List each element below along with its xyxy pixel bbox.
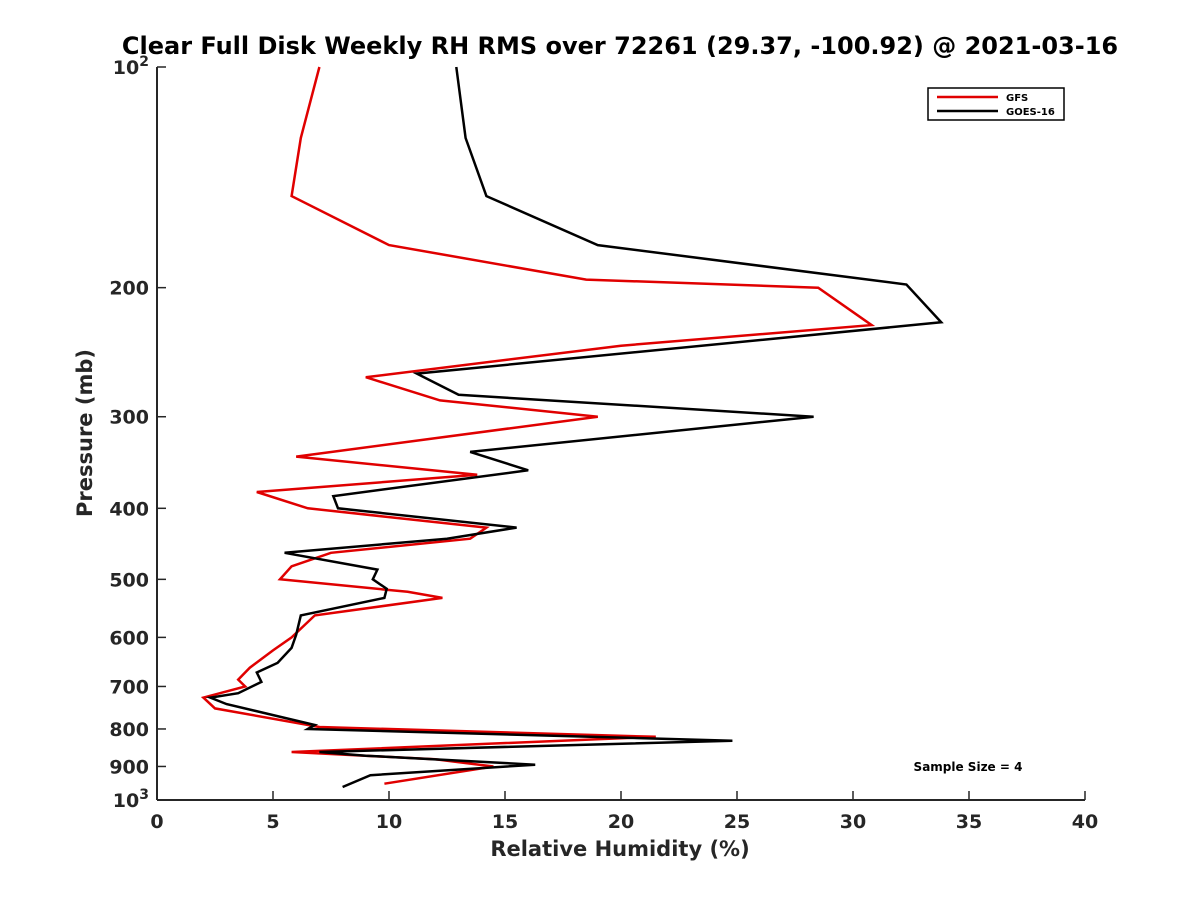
sample-size-annotation: Sample Size = 4 bbox=[914, 760, 1023, 774]
plot-lines bbox=[200, 66, 944, 789]
x-axis-label: Relative Humidity (%) bbox=[490, 837, 749, 861]
y-tick-label: 102 bbox=[113, 54, 149, 79]
x-tick-label: 0 bbox=[150, 811, 163, 833]
y-tick-label: 700 bbox=[109, 676, 149, 698]
y-tick-label: 300 bbox=[109, 407, 149, 429]
y-axis-label: Pressure (mb) bbox=[73, 349, 97, 517]
legend-label-gfs: GFS bbox=[1006, 93, 1028, 104]
x-tick-label: 20 bbox=[608, 811, 634, 833]
y-tick-label: 400 bbox=[109, 498, 149, 520]
y-tick-label: 600 bbox=[109, 627, 149, 649]
x-tick-label: 15 bbox=[492, 811, 518, 833]
y-tick-label: 200 bbox=[109, 278, 149, 300]
legend: GFS GOES-16 bbox=[927, 87, 1065, 121]
chart-title: Clear Full Disk Weekly RH RMS over 72261… bbox=[122, 32, 1118, 60]
y-tick-label: 800 bbox=[109, 719, 149, 741]
y-tick-label: 103 bbox=[113, 787, 149, 812]
x-tick-label: 10 bbox=[376, 811, 402, 833]
y-tick-label: 900 bbox=[109, 756, 149, 778]
x-tick-label: 30 bbox=[840, 811, 866, 833]
series-line-gfs bbox=[200, 66, 876, 785]
legend-label-goes-16: GOES-16 bbox=[1006, 107, 1055, 118]
x-tick-label: 35 bbox=[956, 811, 982, 833]
y-tick-label: 500 bbox=[109, 569, 149, 591]
x-tick-label: 5 bbox=[266, 811, 279, 833]
legend-box bbox=[927, 87, 1065, 121]
series-line-goes-16 bbox=[205, 66, 944, 789]
x-tick-label: 25 bbox=[724, 811, 750, 833]
x-tick-label: 40 bbox=[1072, 811, 1098, 833]
axes: 0 5 10 15 20 25 30 35 40 102 200 300 400 500 600 700 800… bbox=[109, 54, 1098, 833]
